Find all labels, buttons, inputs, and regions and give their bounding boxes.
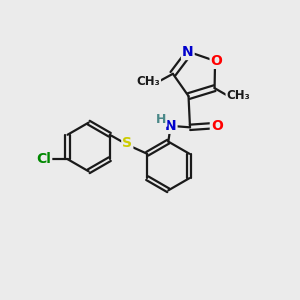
- Text: CH₃: CH₃: [136, 75, 160, 88]
- Text: Cl: Cl: [36, 152, 51, 166]
- Text: S: S: [122, 136, 132, 150]
- Text: CH₃: CH₃: [226, 89, 250, 102]
- Text: N: N: [182, 45, 194, 59]
- Text: O: O: [211, 119, 223, 133]
- Text: O: O: [211, 54, 223, 68]
- Text: N: N: [165, 119, 176, 133]
- Text: H: H: [156, 113, 166, 126]
